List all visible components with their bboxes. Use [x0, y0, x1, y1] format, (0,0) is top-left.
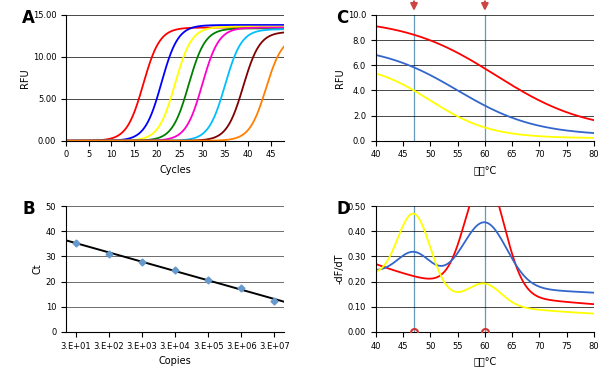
- Y-axis label: RFU: RFU: [335, 68, 345, 88]
- X-axis label: Cycles: Cycles: [159, 165, 191, 175]
- Text: B: B: [22, 200, 35, 218]
- Y-axis label: -dF/dT: -dF/dT: [335, 254, 345, 284]
- Text: C: C: [337, 9, 349, 26]
- X-axis label: 温度°C: 温度°C: [473, 165, 497, 175]
- X-axis label: Copies: Copies: [159, 356, 191, 366]
- Text: D: D: [337, 200, 350, 218]
- Text: A: A: [22, 9, 35, 26]
- Y-axis label: Ct: Ct: [33, 264, 43, 275]
- Y-axis label: RFU: RFU: [20, 68, 30, 88]
- X-axis label: 温度°C: 温度°C: [473, 356, 497, 366]
